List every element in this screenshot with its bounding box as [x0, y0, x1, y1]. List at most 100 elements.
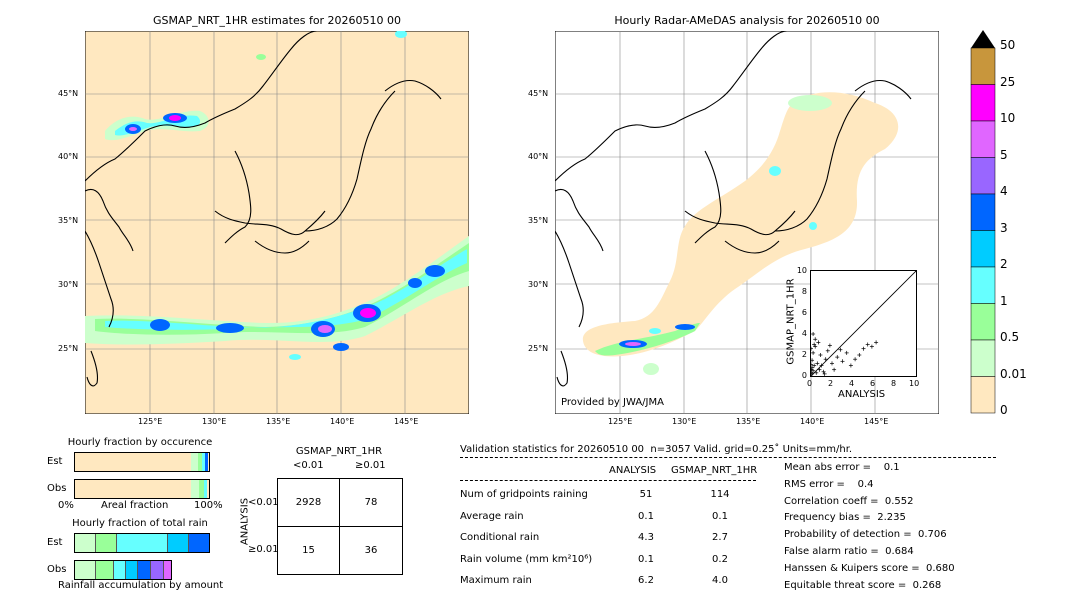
scatter-point [821, 369, 826, 374]
scatter-point [809, 346, 813, 351]
right-lat-35: 35°N [528, 216, 549, 225]
scatter-point [830, 361, 834, 366]
validation-score: False alarm ratio = 0.684 [784, 546, 914, 557]
left-lat-40: 40°N [58, 152, 79, 161]
scatter-inset [809, 270, 917, 377]
right-lat-30: 30°N [528, 280, 549, 289]
scatter-point [861, 346, 866, 351]
colorbar-segment [970, 157, 996, 195]
cell-d: 36 [364, 544, 378, 556]
contingency-grid: 2928 78 15 36 [277, 478, 403, 575]
left-lon-130: 130°E [202, 417, 227, 426]
fraction-total-title: Hourly fraction of total rain [72, 518, 208, 529]
total-row-est: Est [47, 537, 63, 548]
scatter-y-ticks: 10 8 6 4 2 0 [795, 266, 807, 382]
y-tick: 4 [801, 329, 807, 338]
contingency-col-lt: <0.01 [293, 460, 324, 471]
validation-row-analysis: 4.3 [638, 532, 654, 543]
left-lon-145: 145°E [394, 417, 419, 426]
left-rain-band [85, 31, 469, 360]
validation-col-gsmap: GSMAP_NRT_1HR [671, 465, 758, 476]
scatter-point [865, 342, 870, 347]
colorbar-label: 50 [1000, 38, 1016, 52]
validation-col-analysis: ANALYSIS [609, 465, 657, 476]
validation-row-analysis: 0.1 [638, 510, 654, 522]
validation-row-label: Average rain [460, 510, 524, 522]
scatter-point [838, 347, 843, 352]
scatter-point [813, 337, 818, 342]
scatter-point [810, 358, 815, 363]
scatter-point [822, 371, 827, 376]
scatter-point [869, 344, 874, 349]
colorbar-segment [970, 47, 996, 85]
left-lat-35: 35°N [58, 216, 79, 225]
colorbar-segment [970, 266, 996, 304]
scatter-point [812, 342, 817, 347]
colorbar-label: 10 [1000, 111, 1016, 125]
scatter-point [825, 348, 830, 353]
radar-coverage [582, 92, 899, 357]
colorbar-label: 0.5 [1000, 330, 1020, 344]
validation-row-analysis: 0.1 [638, 553, 654, 565]
contingency-col-ge: ≥0.01 [355, 460, 386, 471]
scatter-point [848, 363, 853, 368]
cell-a: 2928 [278, 479, 340, 527]
colorbar-segment [970, 84, 996, 122]
validation-score: Hanssen & Kuipers score = 0.680 [784, 562, 955, 574]
validation-row-gsmap: 0.1 [712, 510, 728, 522]
left-lon-140: 140°E [330, 417, 355, 426]
scatter-point [823, 357, 828, 362]
right-lon-140: 140°E [800, 417, 825, 426]
x-tick: 6 [870, 379, 876, 388]
scatter-point [815, 361, 820, 366]
occ-bar-obs [74, 479, 210, 499]
total-bar-obs [74, 560, 172, 580]
right-lon-125: 125°E [608, 417, 633, 426]
colorbar-label: 5 [1000, 147, 1008, 162]
total-footer: Rainfall accumulation by amount [58, 580, 224, 591]
validation-row-analysis: 51 [639, 489, 653, 500]
scatter-point [811, 350, 816, 355]
scatter-point [812, 363, 817, 368]
colorbar-extend-arrow [971, 30, 995, 48]
validation-row-analysis: 6.2 [638, 575, 654, 586]
total-bar-est [74, 533, 210, 553]
colorbar-segment [970, 230, 996, 268]
left-coastline [85, 31, 442, 387]
scatter-point [809, 367, 814, 372]
scatter-point [853, 357, 858, 362]
colorbar-label: 25 [1000, 74, 1016, 89]
right-map-title: Hourly Radar-AMeDAS analysis for 2026051… [614, 14, 880, 27]
diagonal-line [810, 270, 917, 377]
colorbar-segment [970, 376, 996, 414]
occ-axis-left: 0% [58, 500, 74, 511]
colorbar-label: 0 [1000, 403, 1008, 417]
y-tick: 2 [801, 350, 807, 359]
validation-row-label: Rain volume (mm km²10⁶) [460, 553, 593, 565]
validation-header: Validation statistics for 20260510 00 n=… [460, 444, 853, 455]
right-lat-25: 25°N [528, 344, 549, 353]
left-map-title: GSMAP_NRT_1HR estimates for 20260510 00 [152, 14, 402, 27]
scatter-point [814, 370, 819, 375]
validation-divider [460, 457, 996, 458]
fraction-occurrence-title: Hourly fraction by occurence [67, 437, 213, 448]
scatter-point [857, 353, 862, 357]
scatter-point [835, 355, 840, 360]
colorbar-segment [970, 339, 996, 377]
validation-score: Frequency bias = 2.235 [784, 512, 906, 524]
total-row-obs: Obs [47, 564, 67, 575]
radar-rain [595, 95, 832, 375]
left-lon-125: 125°E [138, 417, 163, 426]
colorbar-label: 0.01 [1000, 366, 1027, 381]
colorbar-segment [970, 120, 996, 158]
y-tick: 10 [796, 266, 807, 275]
credit-text: Provided by JWA/JMA [561, 397, 664, 408]
validation-divider-2 [460, 480, 756, 481]
validation-row-gsmap: 114 [710, 489, 730, 500]
colorbar-label: 2 [1000, 257, 1008, 271]
colorbar-label: 3 [1000, 220, 1008, 235]
right-lon-135: 135°E [736, 417, 761, 426]
scatter-plot [809, 270, 917, 377]
scatter-point [813, 344, 818, 349]
scatter-point [818, 353, 823, 357]
